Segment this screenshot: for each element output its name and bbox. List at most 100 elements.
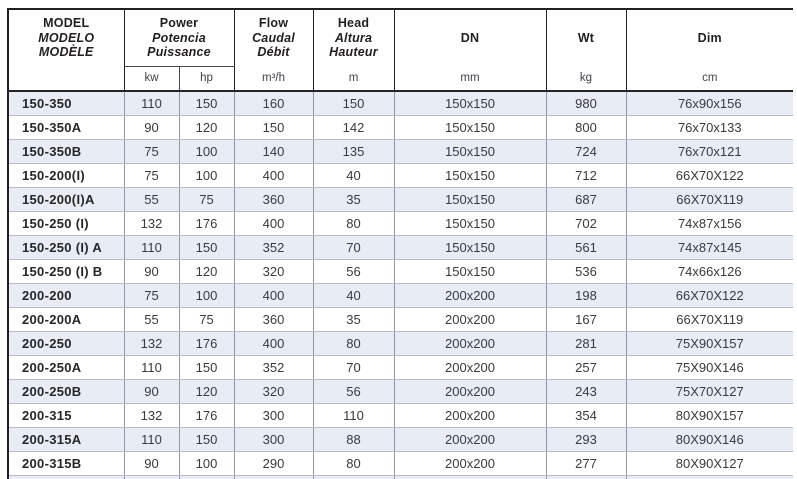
power-hp-cell: 120 [178,258,235,284]
header-wt-label: Wt [577,30,595,45]
table-row: 150-350B 75 100 140 135 150x150 724 76x7… [7,138,793,164]
flow-cell: 140 [233,138,314,164]
head-cell: 70 [312,354,395,380]
table-row: 150-250 (I) A 110 150 352 70 150x150 561… [7,234,793,260]
pump-spec-table: MODEL MODELO MODÈLE Power Potencia Puiss… [7,8,793,479]
dim-cell: 76x70x121 [625,138,793,164]
power-hp-cell: 100 [178,450,235,476]
header-dn-label: DN [460,30,480,45]
flow-cell: 320 [233,378,314,404]
power-hp-cell [178,474,235,479]
dn-cell: 200x200 [393,282,547,308]
dim-cell [625,474,793,479]
table-row: 200-200 75 100 400 40 200x200 198 66X70X… [7,282,793,308]
dn-cell: 200x200 [393,402,547,428]
head-cell: 110 [312,402,395,428]
model-cell: 150-250 (I) [7,210,125,236]
power-hp-cell: 176 [178,402,235,428]
dn-cell: 200x200 [393,426,547,452]
head-cell: 70 [312,234,395,260]
dim-cell: 66X70X122 [625,162,793,188]
unit-wt: kg [579,72,593,84]
wt-cell: 687 [545,186,627,212]
wt-cell: 198 [545,282,627,308]
model-cell: 200-315A [7,426,125,452]
head-cell: 35 [312,306,395,332]
header-dn: DN mm [393,9,547,92]
wt-cell: 980 [545,90,627,116]
head-cell: 40 [312,162,395,188]
dim-cell: 76x90x156 [625,90,793,116]
flow-cell [233,474,314,479]
table-row: 200-250B 90 120 320 56 200x200 243 75X70… [7,378,793,404]
header-dim: Dim cm [625,9,793,92]
table-row: 200-250A 110 150 352 70 200x200 257 75X9… [7,354,793,380]
head-cell: 80 [312,210,395,236]
wt-cell: 702 [545,210,627,236]
power-kw-cell: 90 [123,378,180,404]
header-model-fr: MODÈLE [38,45,94,60]
model-cell: 150-200(I) [7,162,125,188]
header-head-fr: Hauteur [329,45,378,60]
power-hp-cell: 100 [178,162,235,188]
flow-cell: 352 [233,234,314,260]
power-hp-cell: 150 [178,90,235,116]
head-cell: 142 [312,114,395,140]
table-row: 200-315 132 176 300 110 200x200 354 80X9… [7,402,793,428]
power-kw-cell: 132 [123,402,180,428]
unit-hp: hp [179,66,235,92]
dn-cell: 150x150 [393,234,547,260]
wt-cell [545,474,627,479]
power-hp-cell: 120 [178,114,235,140]
power-kw-cell: 132 [123,210,180,236]
power-hp-cell: 150 [178,426,235,452]
table-body: 150-350 110 150 160 150 150x150 980 76x9… [7,90,793,479]
unit-dn: mm [460,72,480,84]
power-kw-cell: 132 [123,330,180,356]
wt-cell: 354 [545,402,627,428]
flow-cell: 320 [233,258,314,284]
head-cell: 88 [312,426,395,452]
model-cell [7,474,125,479]
dim-cell: 74x66x126 [625,258,793,284]
dn-cell: 150x150 [393,90,547,116]
head-cell: 40 [312,282,395,308]
dn-cell: 200x200 [393,330,547,356]
power-hp-cell: 100 [178,138,235,164]
dim-cell: 75X90X146 [625,354,793,380]
flow-cell: 160 [233,90,314,116]
table-row: 150-350A 90 120 150 142 150x150 800 76x7… [7,114,793,140]
power-hp-cell: 100 [178,282,235,308]
power-kw-cell: 75 [123,282,180,308]
wt-cell: 712 [545,162,627,188]
table-row: 150-250 (I) 132 176 400 80 150x150 702 7… [7,210,793,236]
dn-cell: 200x200 [393,306,547,332]
dim-cell: 66X70X122 [625,282,793,308]
model-cell: 200-315B [7,450,125,476]
flow-cell: 300 [233,402,314,428]
dim-cell: 80X90X127 [625,450,793,476]
power-kw-cell: 90 [123,258,180,284]
head-cell: 56 [312,378,395,404]
header-flow: Flow Caudal Débit m³/h [233,9,314,92]
wt-cell: 800 [545,114,627,140]
power-hp-cell: 120 [178,378,235,404]
table-row: 150-250 (I) B 90 120 320 56 150x150 536 … [7,258,793,284]
dim-cell: 74x87x156 [625,210,793,236]
dim-cell: 66X70X119 [625,186,793,212]
power-kw-cell: 75 [123,138,180,164]
table-row: 150-200(I)A 55 75 360 35 150x150 687 66X… [7,186,793,212]
dn-cell: 200x200 [393,450,547,476]
flow-cell: 360 [233,306,314,332]
flow-cell: 400 [233,162,314,188]
flow-cell: 300 [233,426,314,452]
header-model: MODEL MODELO MODÈLE [7,9,125,92]
dim-cell: 76x70x133 [625,114,793,140]
unit-kw: kw [123,66,180,92]
head-cell: 135 [312,138,395,164]
header-flow-es: Caudal [252,30,295,45]
head-cell: 150 [312,90,395,116]
flow-cell: 150 [233,114,314,140]
header-power: Power Potencia Puissance [123,9,235,67]
wt-cell: 167 [545,306,627,332]
